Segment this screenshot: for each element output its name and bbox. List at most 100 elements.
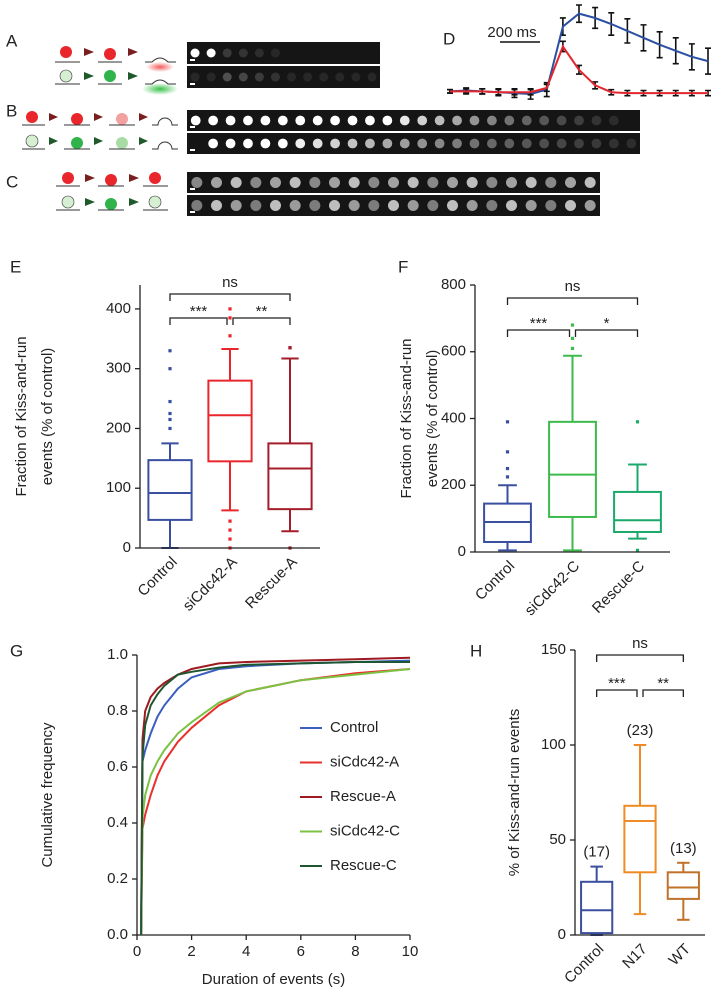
micrograph-spot [564, 176, 577, 189]
micrograph-spot [525, 199, 537, 212]
scale-bar [190, 149, 195, 151]
y-tick-label: 200 [441, 476, 466, 493]
significance-bracket [596, 689, 638, 697]
significance-bracket [506, 297, 639, 305]
outlier [168, 399, 172, 404]
micrograph-spot [556, 115, 567, 126]
micrograph-spot [250, 199, 262, 212]
box [267, 442, 313, 511]
micrograph-spot [486, 176, 498, 189]
micrograph-spot [487, 115, 497, 126]
micrograph-spot [347, 115, 358, 126]
schematic-a [55, 46, 178, 95]
y-tick-label: 0 [458, 543, 466, 560]
x-axis-label: Duration of events (s) [202, 971, 345, 988]
significance-bracket [506, 329, 571, 337]
micrograph-spot [434, 138, 445, 149]
micrograph-spot [238, 48, 248, 58]
micrograph-spot [225, 138, 236, 149]
n-label: (13) [670, 840, 697, 857]
x-tick-label: 6 [297, 943, 305, 960]
x-tick-label: Control [472, 558, 518, 604]
y-tick-label: 100 [541, 736, 566, 753]
x-tick-label: Rescue-C [589, 557, 648, 616]
micrograph-spot [335, 72, 345, 82]
micrograph-strip [187, 133, 640, 154]
micrograph-spot [295, 138, 306, 149]
micrograph-spot [574, 138, 584, 149]
box [623, 804, 657, 874]
micrograph-spot [365, 138, 375, 149]
outlier [505, 466, 510, 471]
micrograph-spot [427, 176, 439, 189]
micrograph-spot [469, 115, 480, 126]
x-tick-label: 8 [351, 943, 359, 960]
significance-label: * [604, 315, 610, 332]
micrograph-spot [399, 138, 410, 149]
micrograph-spot [417, 138, 428, 149]
micrograph-spot [287, 72, 297, 82]
y-tick-label: 300 [106, 360, 131, 377]
y-tick-label: 0.4 [107, 814, 128, 831]
y-tick-label: 200 [106, 419, 131, 436]
micrograph-spot [330, 115, 340, 126]
x-tick-label: WT [665, 941, 694, 970]
micrograph-spot [545, 176, 557, 189]
micrograph-spot [260, 115, 271, 126]
x-tick-label: 0 [133, 943, 141, 960]
outlier [168, 411, 172, 416]
micrograph-spot [303, 72, 313, 82]
micrograph-spot [208, 138, 219, 149]
significance-label: ** [256, 303, 268, 320]
y-axis-label: events (% of control) [424, 350, 441, 488]
micrograph-spot [312, 138, 323, 149]
y-tick-label: 800 [441, 276, 466, 293]
micrograph-spot [225, 115, 236, 126]
micrograph-spot [387, 199, 400, 212]
x-tick-label: 10 [402, 943, 419, 960]
panel-label: G [10, 641, 23, 660]
micrograph-spot [486, 199, 498, 212]
outlier [635, 548, 640, 552]
micrograph-spot [250, 176, 262, 189]
micrograph-spot [191, 176, 203, 189]
micrograph-spot [190, 72, 200, 82]
micrograph-spot [328, 199, 341, 212]
micrograph-spot [427, 199, 439, 212]
box [147, 459, 193, 521]
y-tick-label: 0.0 [107, 926, 128, 943]
micrograph-spot [504, 115, 515, 126]
schematics [22, 46, 178, 211]
y-tick-label: 400 [441, 409, 466, 426]
micrograph-spot [312, 115, 323, 126]
y-axis-label: Fraction of Kiss-and-run [13, 336, 30, 496]
micrograph-spot [367, 72, 377, 82]
box [580, 880, 614, 935]
x-tick-label: 2 [187, 943, 195, 960]
box [666, 871, 700, 900]
micrograph-spot [446, 199, 459, 212]
x-tick-label: N17 [619, 941, 650, 972]
micrograph-spot [309, 176, 321, 189]
panel-label: A [6, 31, 18, 50]
x-tick-label: 4 [242, 943, 250, 960]
micrograph-spot [210, 176, 223, 189]
outlier [288, 346, 292, 350]
x-tick-label: siCdc42-C [522, 558, 584, 620]
micrograph-spot [191, 199, 203, 212]
micrograph-spot [452, 138, 462, 149]
legend-label: Rescue-C [330, 857, 397, 874]
micrograph-spot [309, 199, 321, 212]
micrograph-spot [399, 115, 410, 126]
micrograph-spot [564, 199, 577, 212]
micrograph-spot [206, 72, 216, 82]
scale-bar [190, 126, 195, 128]
micrograph-spot [556, 138, 567, 149]
micrograph-spot [466, 176, 478, 189]
significance-label: ns [565, 278, 581, 295]
panel-label: C [6, 172, 18, 191]
legend-label: siCdc42-A [330, 753, 399, 770]
panel-label: H [470, 641, 482, 660]
significance-bracket [574, 329, 639, 337]
micrograph-spot [270, 72, 280, 82]
